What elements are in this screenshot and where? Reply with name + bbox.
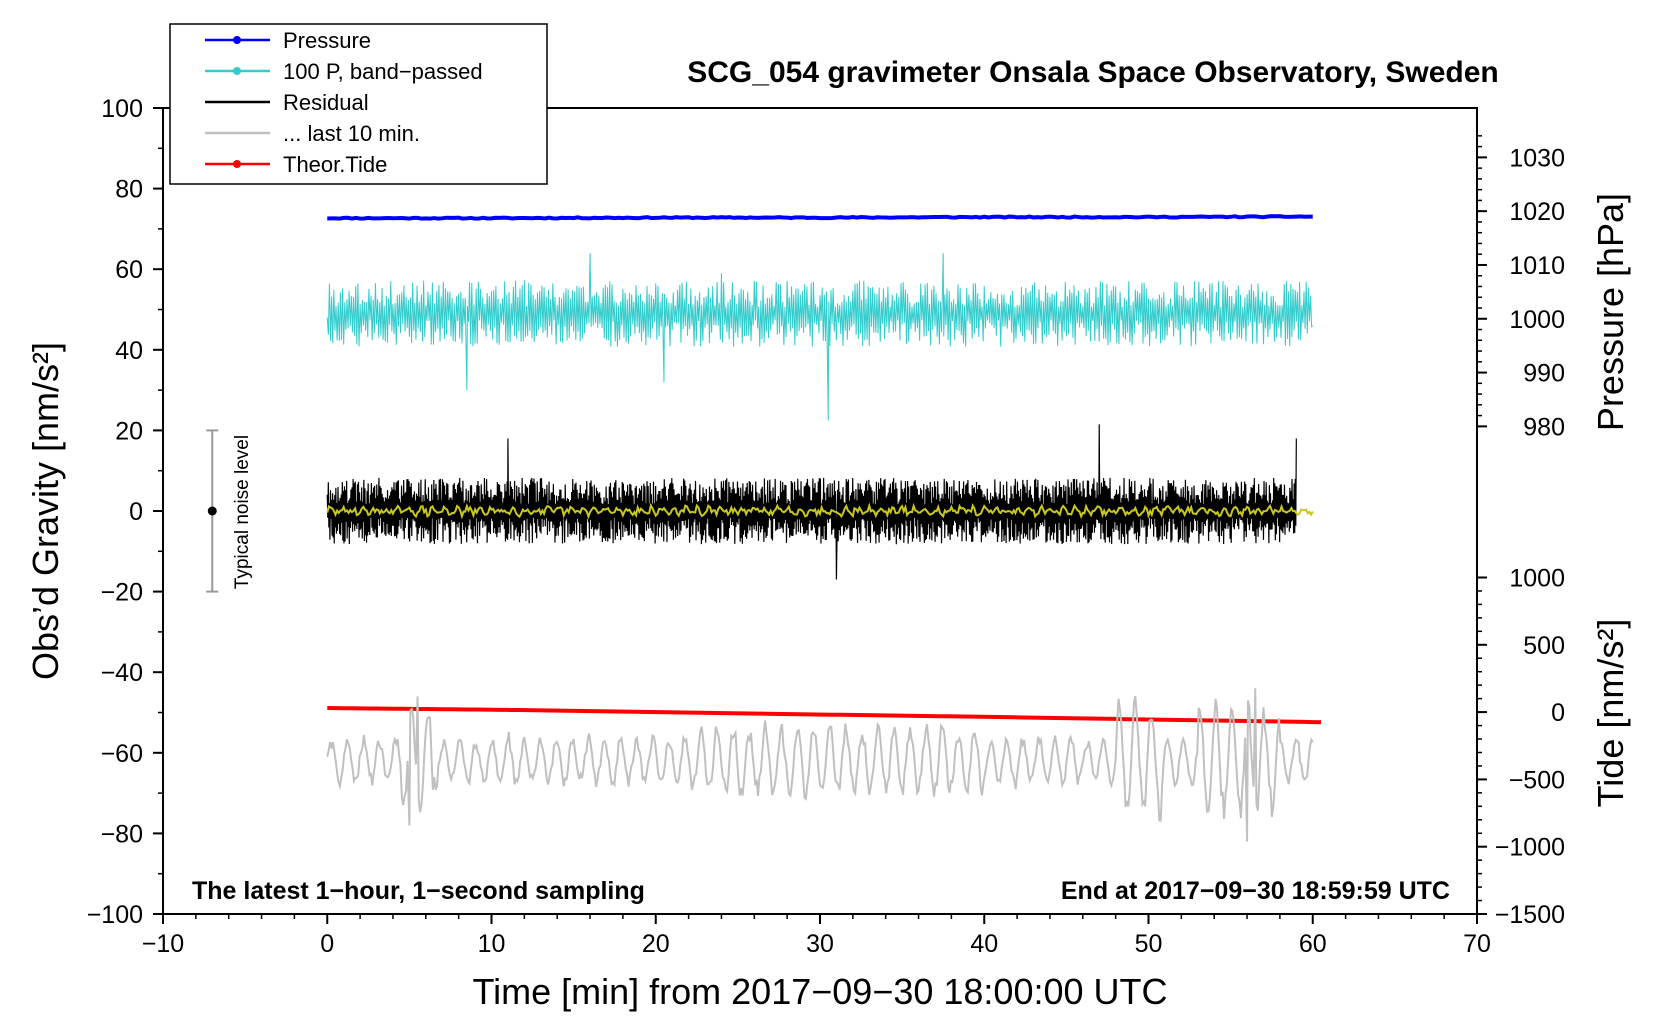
- x-tick-label: −10: [142, 930, 184, 958]
- y-tick-label: 40: [115, 337, 143, 365]
- noise-level-indicator: Typical noise level: [206, 429, 253, 593]
- note-latest-hour: The latest 1−hour, 1−second sampling: [192, 877, 645, 905]
- legend-label: Theor.Tide: [283, 152, 387, 177]
- x-tick-label: 50: [1135, 930, 1163, 958]
- noise-level-label: Typical noise level: [232, 435, 253, 589]
- y-tick-label: −60: [101, 740, 143, 768]
- legend-label: Residual: [283, 90, 369, 115]
- chart-title: SCG_054 gravimeter Onsala Space Observat…: [687, 56, 1499, 89]
- tide-tick-label: 500: [1523, 632, 1565, 660]
- y-tick-label: 60: [115, 256, 143, 284]
- tide-tick-label: −1500: [1495, 901, 1565, 929]
- tide-tick-label: −500: [1509, 766, 1565, 794]
- x-tick-label: 20: [642, 930, 670, 958]
- legend-label: Pressure: [283, 28, 371, 53]
- note-end-time: End at 2017−09−30 18:59:59 UTC: [1061, 877, 1450, 905]
- legend-box: [169, 23, 548, 185]
- legend-label: ... last 10 min.: [283, 121, 420, 146]
- legend-swatch-marker: [233, 160, 241, 168]
- pressure-tick-label: 1030: [1509, 144, 1565, 172]
- tide-tick-label: −1000: [1495, 834, 1565, 862]
- pressure-line: [327, 214, 1313, 221]
- noise-bar-center-dot: [207, 506, 217, 516]
- pressure-tick-label: 990: [1523, 360, 1565, 388]
- smoothed-residual-line: [326, 502, 1314, 520]
- tide-line: [327, 706, 1321, 725]
- y-tick-label: 80: [115, 176, 143, 204]
- x-tick-label: 30: [806, 930, 834, 958]
- pressure-tick-label: 1020: [1509, 198, 1565, 226]
- tide-tick-label: 0: [1551, 699, 1565, 727]
- y-tick-label: 100: [101, 95, 143, 123]
- x-tick-label: 0: [320, 930, 334, 958]
- x-tick-label: 70: [1463, 930, 1491, 958]
- axes-layer: −10 0 10 20 30 40 50 60 70100806040200−20−40−60−…: [87, 95, 1565, 958]
- pressure-tick-label: 1000: [1509, 306, 1565, 334]
- pressure-tick-label: 980: [1523, 413, 1565, 441]
- y-axis-title-pressure: Pressure [hPa]: [1590, 193, 1631, 431]
- series-layer: [326, 214, 1321, 842]
- tide-tick-label: 1000: [1509, 564, 1565, 592]
- y-tick-label: −20: [101, 579, 143, 607]
- y-axis-title-tide: Tide [nm/s²]: [1590, 619, 1631, 808]
- legend-swatch-marker: [233, 67, 241, 75]
- legend-swatch-marker: [233, 36, 241, 44]
- pressure-tick-label: 1010: [1509, 252, 1565, 280]
- x-tick-label: 40: [970, 930, 998, 958]
- residual-line: [326, 424, 1297, 580]
- x-tick-label: 10: [478, 930, 506, 958]
- x-tick-label: 60: [1299, 930, 1327, 958]
- y-tick-label: 20: [115, 417, 143, 445]
- y-tick-label: −100: [87, 901, 143, 929]
- y-tick-label: −80: [101, 820, 143, 848]
- legend: Pressure 100 P, band−passed Residual ... la…: [169, 23, 548, 185]
- legend-label: 100 P, band−passed: [283, 59, 483, 84]
- y-tick-label: −40: [101, 659, 143, 687]
- last-10-min-line: [326, 688, 1314, 842]
- y-axis-title-gravity: Obs’d Gravity [nm/s²]: [25, 342, 66, 680]
- x-axis-title: Time [min] from 2017−09−30 18:00:00 UTC: [472, 971, 1167, 1012]
- y-tick-label: 0: [129, 498, 143, 526]
- band-passed-pressure-line: [326, 253, 1314, 421]
